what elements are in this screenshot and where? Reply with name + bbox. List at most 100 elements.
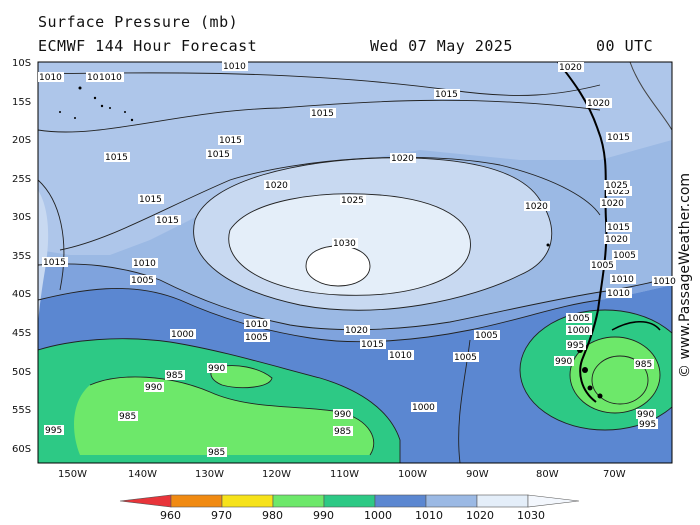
- contour-label: 995: [567, 341, 584, 351]
- contour-label-bg: [360, 339, 386, 349]
- contour-label: 1000: [567, 326, 590, 336]
- legend-value: 1010: [415, 509, 443, 522]
- lat-label: 30S: [12, 212, 31, 223]
- contour-label-bg: [638, 419, 658, 429]
- legend-swatch: [527, 494, 580, 508]
- contour-label: 1020: [345, 326, 368, 336]
- contour-label: 1020: [587, 99, 610, 109]
- contour-label-bg: [600, 198, 626, 208]
- contour-label-bg: [411, 402, 437, 412]
- contour-label: 1005: [245, 333, 268, 343]
- contour-label-bg: [634, 359, 654, 369]
- legend-value: 1030: [517, 509, 545, 522]
- legend-swatch: [272, 494, 325, 508]
- contour-label-bg: [390, 153, 416, 163]
- contour-label: 1015: [219, 136, 242, 146]
- contour-label-bg: [612, 250, 638, 260]
- lon-label: 120W: [262, 469, 291, 480]
- contour-label-bg: [388, 350, 414, 360]
- contour-label: 1020: [601, 199, 624, 209]
- contour-label: 1020: [605, 235, 628, 245]
- lat-label: 15S: [12, 97, 31, 108]
- contour-label: 1015: [311, 109, 334, 119]
- contour-label-bg: [604, 234, 630, 244]
- contour-label: 1015: [139, 195, 162, 205]
- legend: 960 970 980 990 1000 1010 1020 1030: [119, 494, 580, 522]
- pressure-fields: [38, 62, 672, 463]
- contour-label: 985: [635, 360, 652, 370]
- contour-label-bg: [155, 215, 181, 225]
- contour-label-bg: [244, 319, 270, 329]
- contour-label: 1020: [391, 154, 414, 164]
- contour-label: 1010: [133, 259, 156, 269]
- lat-label: 50S: [12, 367, 31, 378]
- legend-swatch: [221, 494, 274, 508]
- legend-swatch: [425, 494, 478, 508]
- contour-label: 990: [145, 383, 162, 393]
- contour-label-bg: [652, 276, 678, 286]
- longitude-labels: 150W 140W 130W 120W 110W 100W 90W 80W 70…: [58, 469, 626, 480]
- lon-label: 70W: [603, 469, 626, 480]
- contour-label-bg: [558, 62, 584, 72]
- legend-value: 1020: [466, 509, 494, 522]
- contour-label-bg: [332, 238, 358, 248]
- contour-label: 990: [555, 357, 572, 367]
- lat-label: 35S: [12, 251, 31, 262]
- legend-swatch: [323, 494, 376, 508]
- contour-label: 985: [119, 412, 136, 422]
- contour-label-bg: [138, 194, 164, 204]
- contour-label: 1000: [412, 403, 435, 413]
- contour-label-bg: [38, 72, 64, 82]
- contour-label-bg: [340, 195, 366, 205]
- contour-label: 995: [45, 426, 62, 436]
- contour-label-bg: [207, 363, 227, 373]
- band-1015: [38, 62, 672, 255]
- contour-label: 1015: [607, 133, 630, 143]
- contour-label: 985: [334, 427, 351, 437]
- contour-label-bg: [606, 222, 632, 232]
- contour-label: 990: [637, 410, 654, 420]
- contour-label: 985: [166, 371, 183, 381]
- contour-label-bg: [222, 61, 248, 71]
- contour-label-bg: [144, 382, 164, 392]
- contour-label-bg: [333, 426, 353, 436]
- contour-label-bg: [333, 409, 353, 419]
- contour-label-bg: [344, 325, 370, 335]
- contour-label: 1005: [475, 331, 498, 341]
- legend-value: 960: [160, 509, 181, 522]
- contour-label-bg: [98, 72, 124, 82]
- coastline-argentina: [611, 321, 661, 331]
- contour-label-bg: [566, 313, 592, 323]
- contour-label-bg: [604, 180, 630, 190]
- contour-label: 1015: [607, 223, 630, 233]
- model-label: ECMWF 144 Hour Forecast: [38, 37, 258, 55]
- legend-value: 970: [211, 509, 232, 522]
- contour-label: 1010: [223, 62, 246, 72]
- contour-label-bg: [165, 370, 185, 380]
- lon-label: 140W: [128, 469, 157, 480]
- contour-label: 1010: [39, 73, 62, 83]
- contour-label: 1015: [435, 90, 458, 100]
- legend-swatch: [170, 494, 223, 508]
- contour-label-bg: [554, 356, 574, 366]
- lat-label: 10S: [12, 58, 31, 69]
- chart-title: Surface Pressure (mb): [38, 13, 239, 31]
- contour-label-bg: [170, 329, 196, 339]
- contour-label-bg: [132, 258, 158, 268]
- contour-label: 1015: [207, 150, 230, 160]
- contour-label: 1015: [43, 258, 66, 268]
- contour-labels: 1010 1010 1010 1010 1015 1015 1015 1015 1015 1020…: [38, 61, 678, 458]
- contour-label-bg: [207, 447, 227, 457]
- contour-label-bg: [524, 201, 550, 211]
- lon-label: 130W: [195, 469, 224, 480]
- contour-label-bg: [434, 89, 460, 99]
- contour-label-bg: [606, 186, 632, 196]
- contour-label: 1015: [105, 153, 128, 163]
- lon-label: 100W: [398, 469, 427, 480]
- lon-label: 80W: [536, 469, 559, 480]
- contour-label: 1010: [99, 73, 122, 83]
- contour-label-bg: [118, 411, 138, 421]
- band-1010-1015: [38, 263, 672, 342]
- contour-label-bg: [206, 149, 232, 159]
- legend-swatch: [119, 494, 172, 508]
